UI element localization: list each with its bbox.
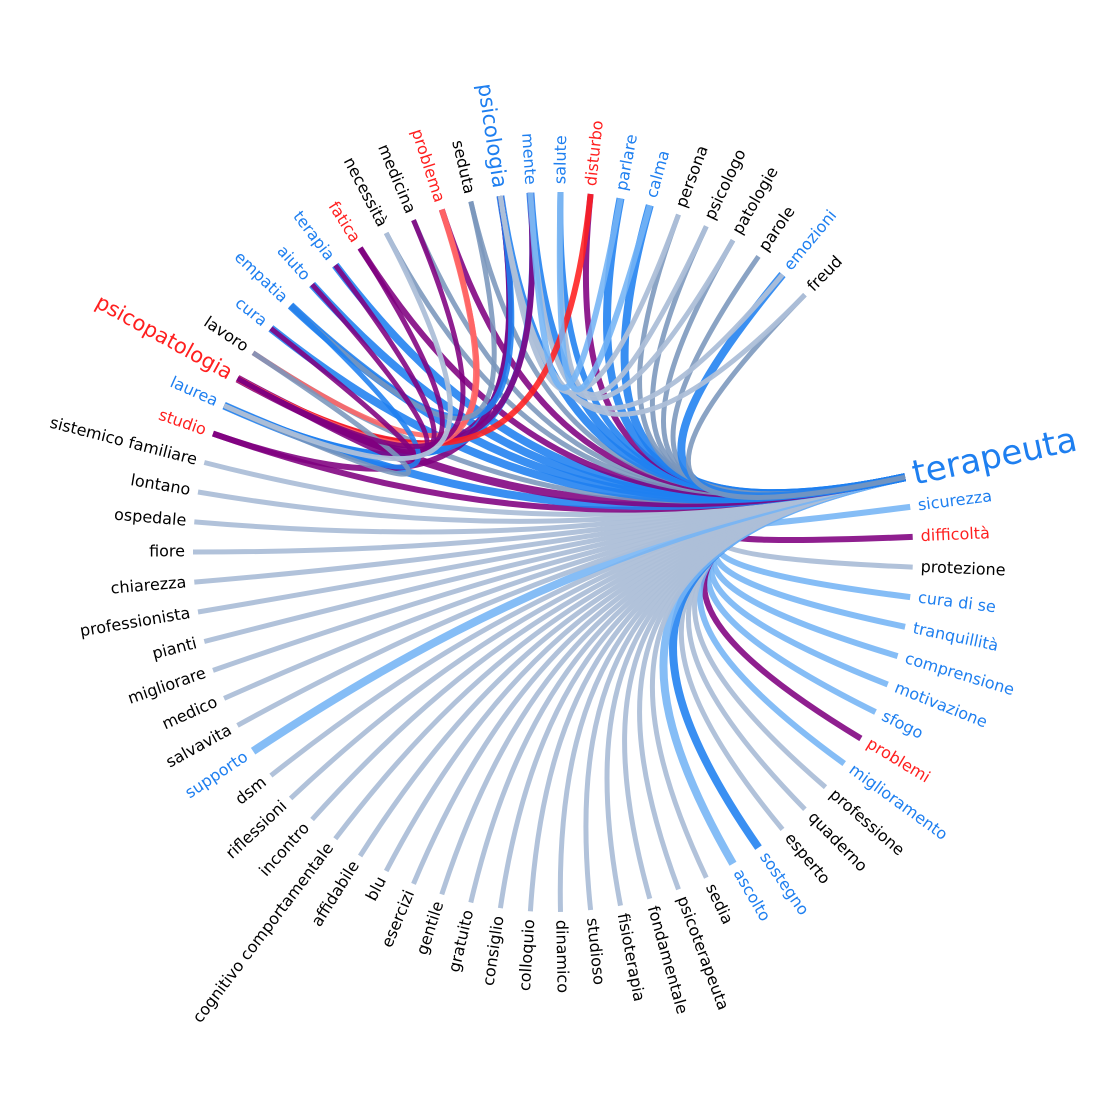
node-label-sfogo: sfogo [879, 706, 927, 742]
node-label-fatica: fatica [325, 198, 365, 246]
node-label-laurea: laurea [167, 372, 221, 410]
node-label-professionista: professionista [78, 603, 191, 640]
node-label-seduta: seduta [448, 138, 479, 195]
chord-seduta-empatia [288, 200, 497, 421]
node-label-studioso: studioso [583, 917, 609, 986]
chord-problema-lavoro [251, 208, 480, 438]
node-label-consiglio: consiglio [479, 915, 508, 987]
chord-links [192, 192, 913, 912]
node-label-parlare: parlare [612, 133, 641, 192]
node-label-cura-di-se: cura di se [917, 588, 997, 617]
node-label-calma: calma [642, 148, 673, 200]
node-label-sedia: sedia [702, 881, 737, 928]
node-label-fiore: fiore [149, 542, 185, 561]
node-label-studio: studio [156, 405, 209, 439]
node-label-chiarezza: chiarezza [110, 572, 187, 597]
chord-calma-salute [556, 192, 653, 393]
chord-necessita-laurea [223, 231, 453, 462]
node-label-protezione: protezione [920, 557, 1006, 580]
node-label-fisioterapia: fisioterapia [614, 912, 649, 1004]
node-label-cura: cura [232, 293, 271, 330]
chord-psicologia-freud [497, 195, 807, 417]
chord-lavoro-laurea [223, 350, 411, 477]
node-label-persona: persona [671, 143, 711, 210]
node-label-aiuto: aiuto [273, 241, 314, 284]
node-label-difficolta: difficoltà [920, 523, 990, 545]
chord-medicina-psicopatologia [236, 219, 466, 449]
node-label-dinamico: dinamico [552, 920, 573, 994]
node-label-gratuito: gratuito [444, 908, 477, 974]
node-label-psicologia: psicologia [473, 82, 512, 190]
node-label-salute: salute [550, 135, 570, 184]
node-label-pianti: pianti [150, 633, 199, 663]
node-label-lontano: lontano [129, 470, 192, 499]
node-label-mente: mente [518, 132, 540, 185]
node-label-dsm: dsm [231, 772, 270, 808]
node-label-colloquio: colloquio [515, 919, 538, 992]
node-label-disturbo: disturbo [581, 119, 607, 187]
node-label-blu: blu [362, 873, 390, 904]
node-label-freud: freud [803, 252, 846, 295]
node-label-esercizi: esercizi [377, 887, 418, 950]
chord-parlare-mente [527, 192, 624, 392]
node-label-miglioramento: miglioramento [846, 760, 952, 844]
node-label-ospedale: ospedale [113, 505, 187, 530]
node-label-gentile: gentile [412, 899, 447, 957]
node-label-tranquillita: tranquillità [911, 618, 1000, 655]
chord-terapeuta-freud [685, 293, 906, 500]
node-label-terapeuta: terapeuta [909, 420, 1081, 494]
